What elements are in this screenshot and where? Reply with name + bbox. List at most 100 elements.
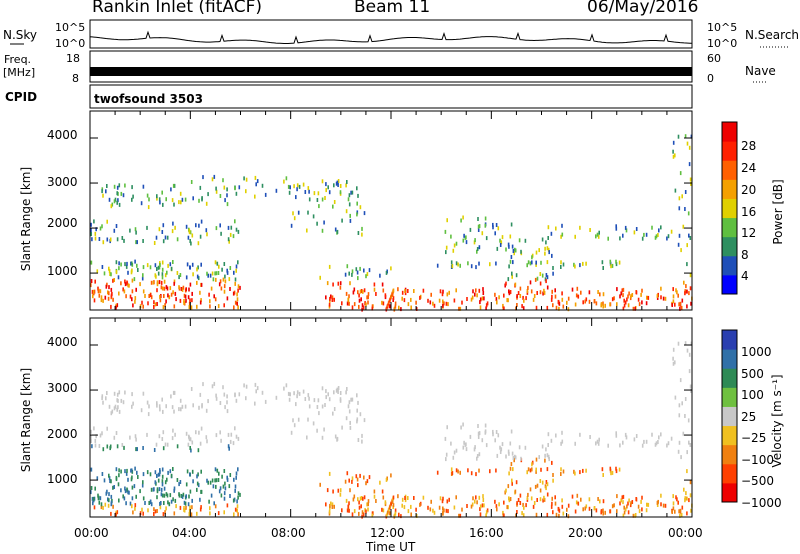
- power-cell: [150, 295, 153, 300]
- power-cell: [439, 289, 442, 294]
- velocity-cell: [598, 437, 600, 442]
- power-cbtick-24: 24: [741, 161, 757, 175]
- velocity-cell: [630, 501, 632, 506]
- velocity-cell: [502, 510, 504, 515]
- velocity-cell: [655, 441, 658, 446]
- velocity-cell: [160, 501, 162, 505]
- velocity-cell: [356, 408, 358, 413]
- power-cell: [664, 296, 667, 301]
- power-cell: [100, 298, 103, 303]
- power-cell: [443, 301, 445, 306]
- power-cell: [492, 222, 494, 227]
- velocity-cell: [443, 508, 445, 513]
- power-cell: [509, 290, 512, 294]
- velocity-cell: [451, 471, 454, 475]
- power-cell: [371, 306, 374, 311]
- velocity-cell: [156, 509, 158, 513]
- power-cell: [362, 305, 365, 310]
- power-cell: [219, 223, 221, 228]
- nsky-panel: [89, 19, 693, 49]
- velocity-cell: [198, 405, 200, 410]
- power-cell: [543, 290, 546, 295]
- power-cell: [505, 247, 507, 252]
- velocity-cell: [368, 475, 371, 480]
- power-cell: [162, 223, 165, 228]
- velocity-cell: [576, 493, 579, 498]
- power-cell: [237, 305, 239, 310]
- velocity-cell: [100, 505, 103, 510]
- velocity-cell: [136, 447, 138, 452]
- power-cell: [224, 274, 226, 279]
- velocity-cell: [191, 440, 194, 445]
- power-cell: [209, 299, 211, 304]
- power-cell: [191, 233, 194, 238]
- xtick-0000: 00:00: [74, 526, 109, 540]
- power-cell: [360, 289, 363, 293]
- velocity-cell: [678, 440, 681, 445]
- power-cell: [94, 231, 97, 236]
- velocity-cell: [514, 455, 517, 460]
- power-cell: [170, 187, 172, 192]
- power-cell: [470, 264, 473, 269]
- power-cell: [321, 197, 324, 202]
- power-cell: [223, 303, 225, 308]
- velocity-cell: [681, 505, 684, 510]
- power-cell: [561, 291, 563, 296]
- power-cell: [153, 241, 156, 245]
- velocity-cell: [254, 382, 257, 387]
- velocity-cell: [351, 397, 354, 402]
- velocity-cell: [508, 471, 510, 476]
- velocity-cell: [131, 404, 133, 409]
- velocity-cell: [355, 474, 358, 479]
- velocity-cell: [460, 425, 462, 430]
- velocity-cell: [94, 486, 96, 491]
- power-cell: [205, 228, 208, 233]
- power-cell: [120, 262, 122, 267]
- velocity-cell: [352, 497, 355, 502]
- power-cell: [390, 266, 392, 271]
- velocity-cell: [546, 453, 549, 458]
- power-cell: [220, 286, 223, 291]
- velocity-cell: [165, 404, 167, 409]
- xtick-0400: 04:00: [172, 526, 207, 540]
- velocity-cell: [146, 432, 148, 437]
- velocity-cell: [142, 496, 145, 501]
- power-cell: [173, 202, 175, 207]
- power-cell: [163, 279, 166, 284]
- velocity-cell: [214, 467, 217, 472]
- velocity-cell: [144, 501, 146, 505]
- velocity-cell: [125, 471, 128, 476]
- power-cell: [332, 204, 334, 209]
- power-cell: [223, 262, 226, 266]
- velocity-cell: [156, 401, 158, 406]
- velocity-cell: [124, 489, 127, 494]
- velocity-cell: [484, 430, 487, 435]
- power-cell: [350, 190, 352, 195]
- velocity-cell: [640, 499, 642, 504]
- velocity-cell: [689, 493, 692, 498]
- power-cell: [234, 300, 237, 305]
- power-cell: [367, 292, 370, 297]
- power-cell: [495, 223, 498, 227]
- power-cell: [101, 189, 103, 194]
- power-cell: [349, 218, 352, 223]
- velocity-ytick-3000: 3000: [47, 381, 78, 395]
- power-cell: [555, 305, 558, 310]
- power-cell: [217, 304, 220, 309]
- power-cell: [462, 215, 464, 220]
- power-cell: [142, 289, 145, 294]
- velocity-cell: [223, 496, 226, 501]
- velocity-cell: [141, 507, 143, 512]
- power-cell: [689, 273, 692, 278]
- power-cell: [153, 305, 155, 309]
- velocity-cell: [515, 480, 518, 485]
- velocity-cell: [189, 472, 191, 477]
- velocity-cell: [213, 381, 216, 386]
- power-cell: [213, 294, 215, 299]
- velocity-cell: [477, 435, 480, 439]
- velocity-cell: [478, 452, 481, 457]
- velocity-cell: [164, 510, 166, 515]
- power-cell: [373, 282, 376, 287]
- power-cell: [113, 184, 116, 189]
- velocity-cell: [113, 485, 115, 489]
